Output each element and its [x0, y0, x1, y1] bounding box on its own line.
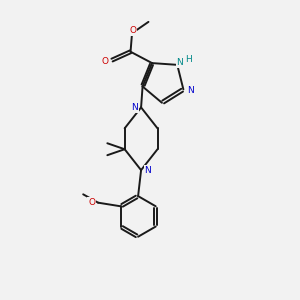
Text: O: O [88, 198, 95, 207]
Text: N: N [188, 86, 194, 95]
Text: N: N [144, 166, 151, 175]
Text: O: O [102, 57, 109, 66]
Text: N: N [131, 103, 138, 112]
Text: N: N [176, 58, 183, 67]
Text: O: O [129, 26, 136, 35]
Text: H: H [185, 55, 192, 64]
